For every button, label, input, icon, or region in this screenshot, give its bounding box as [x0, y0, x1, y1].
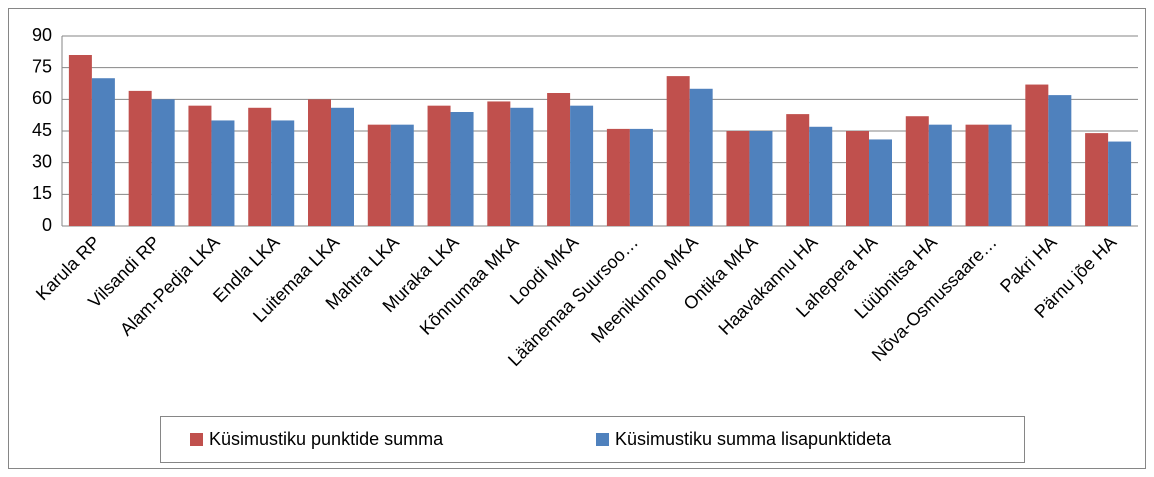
bar [905, 116, 929, 226]
y-tick-label: 75 [32, 56, 52, 76]
bar [450, 112, 474, 226]
bar [606, 128, 630, 226]
y-tick-label: 30 [32, 151, 52, 171]
bar [331, 107, 354, 226]
bar [570, 105, 594, 226]
legend-swatch [596, 433, 609, 446]
bar [1048, 95, 1072, 226]
bar [487, 101, 511, 226]
bar [211, 120, 235, 226]
bar [547, 93, 571, 226]
bar [68, 55, 92, 226]
bar [629, 128, 653, 226]
bar [188, 105, 212, 226]
bar [666, 76, 690, 226]
bar [689, 88, 713, 227]
chart-frame [8, 8, 1146, 469]
legend-label: Küsimustiku punktide summa [209, 429, 444, 449]
legend-label: Küsimustiku summa lisapunktideta [615, 429, 892, 449]
y-tick-label: 15 [32, 183, 52, 203]
bar [965, 124, 989, 226]
bar [128, 90, 152, 226]
bar [308, 99, 331, 226]
bar [786, 114, 810, 226]
bar [869, 139, 892, 226]
bar [749, 131, 773, 226]
y-tick-label: 90 [32, 25, 52, 45]
bar [427, 105, 451, 226]
bar [1108, 141, 1132, 226]
bar [988, 124, 1012, 226]
bar [809, 126, 833, 226]
bar [726, 131, 750, 226]
bar [91, 78, 115, 226]
y-tick-label: 60 [32, 88, 52, 108]
bar [367, 124, 391, 226]
bar [510, 107, 534, 226]
bar [271, 120, 295, 226]
bar [1025, 84, 1049, 226]
bar [248, 107, 272, 226]
legend-swatch [190, 433, 203, 446]
bar [390, 124, 414, 226]
bar [846, 131, 869, 226]
bar [928, 124, 952, 226]
bar [1085, 133, 1109, 226]
y-tick-label: 0 [42, 215, 52, 235]
legend-box [160, 416, 1025, 463]
y-tick-label: 45 [32, 120, 52, 140]
bar [151, 99, 175, 226]
